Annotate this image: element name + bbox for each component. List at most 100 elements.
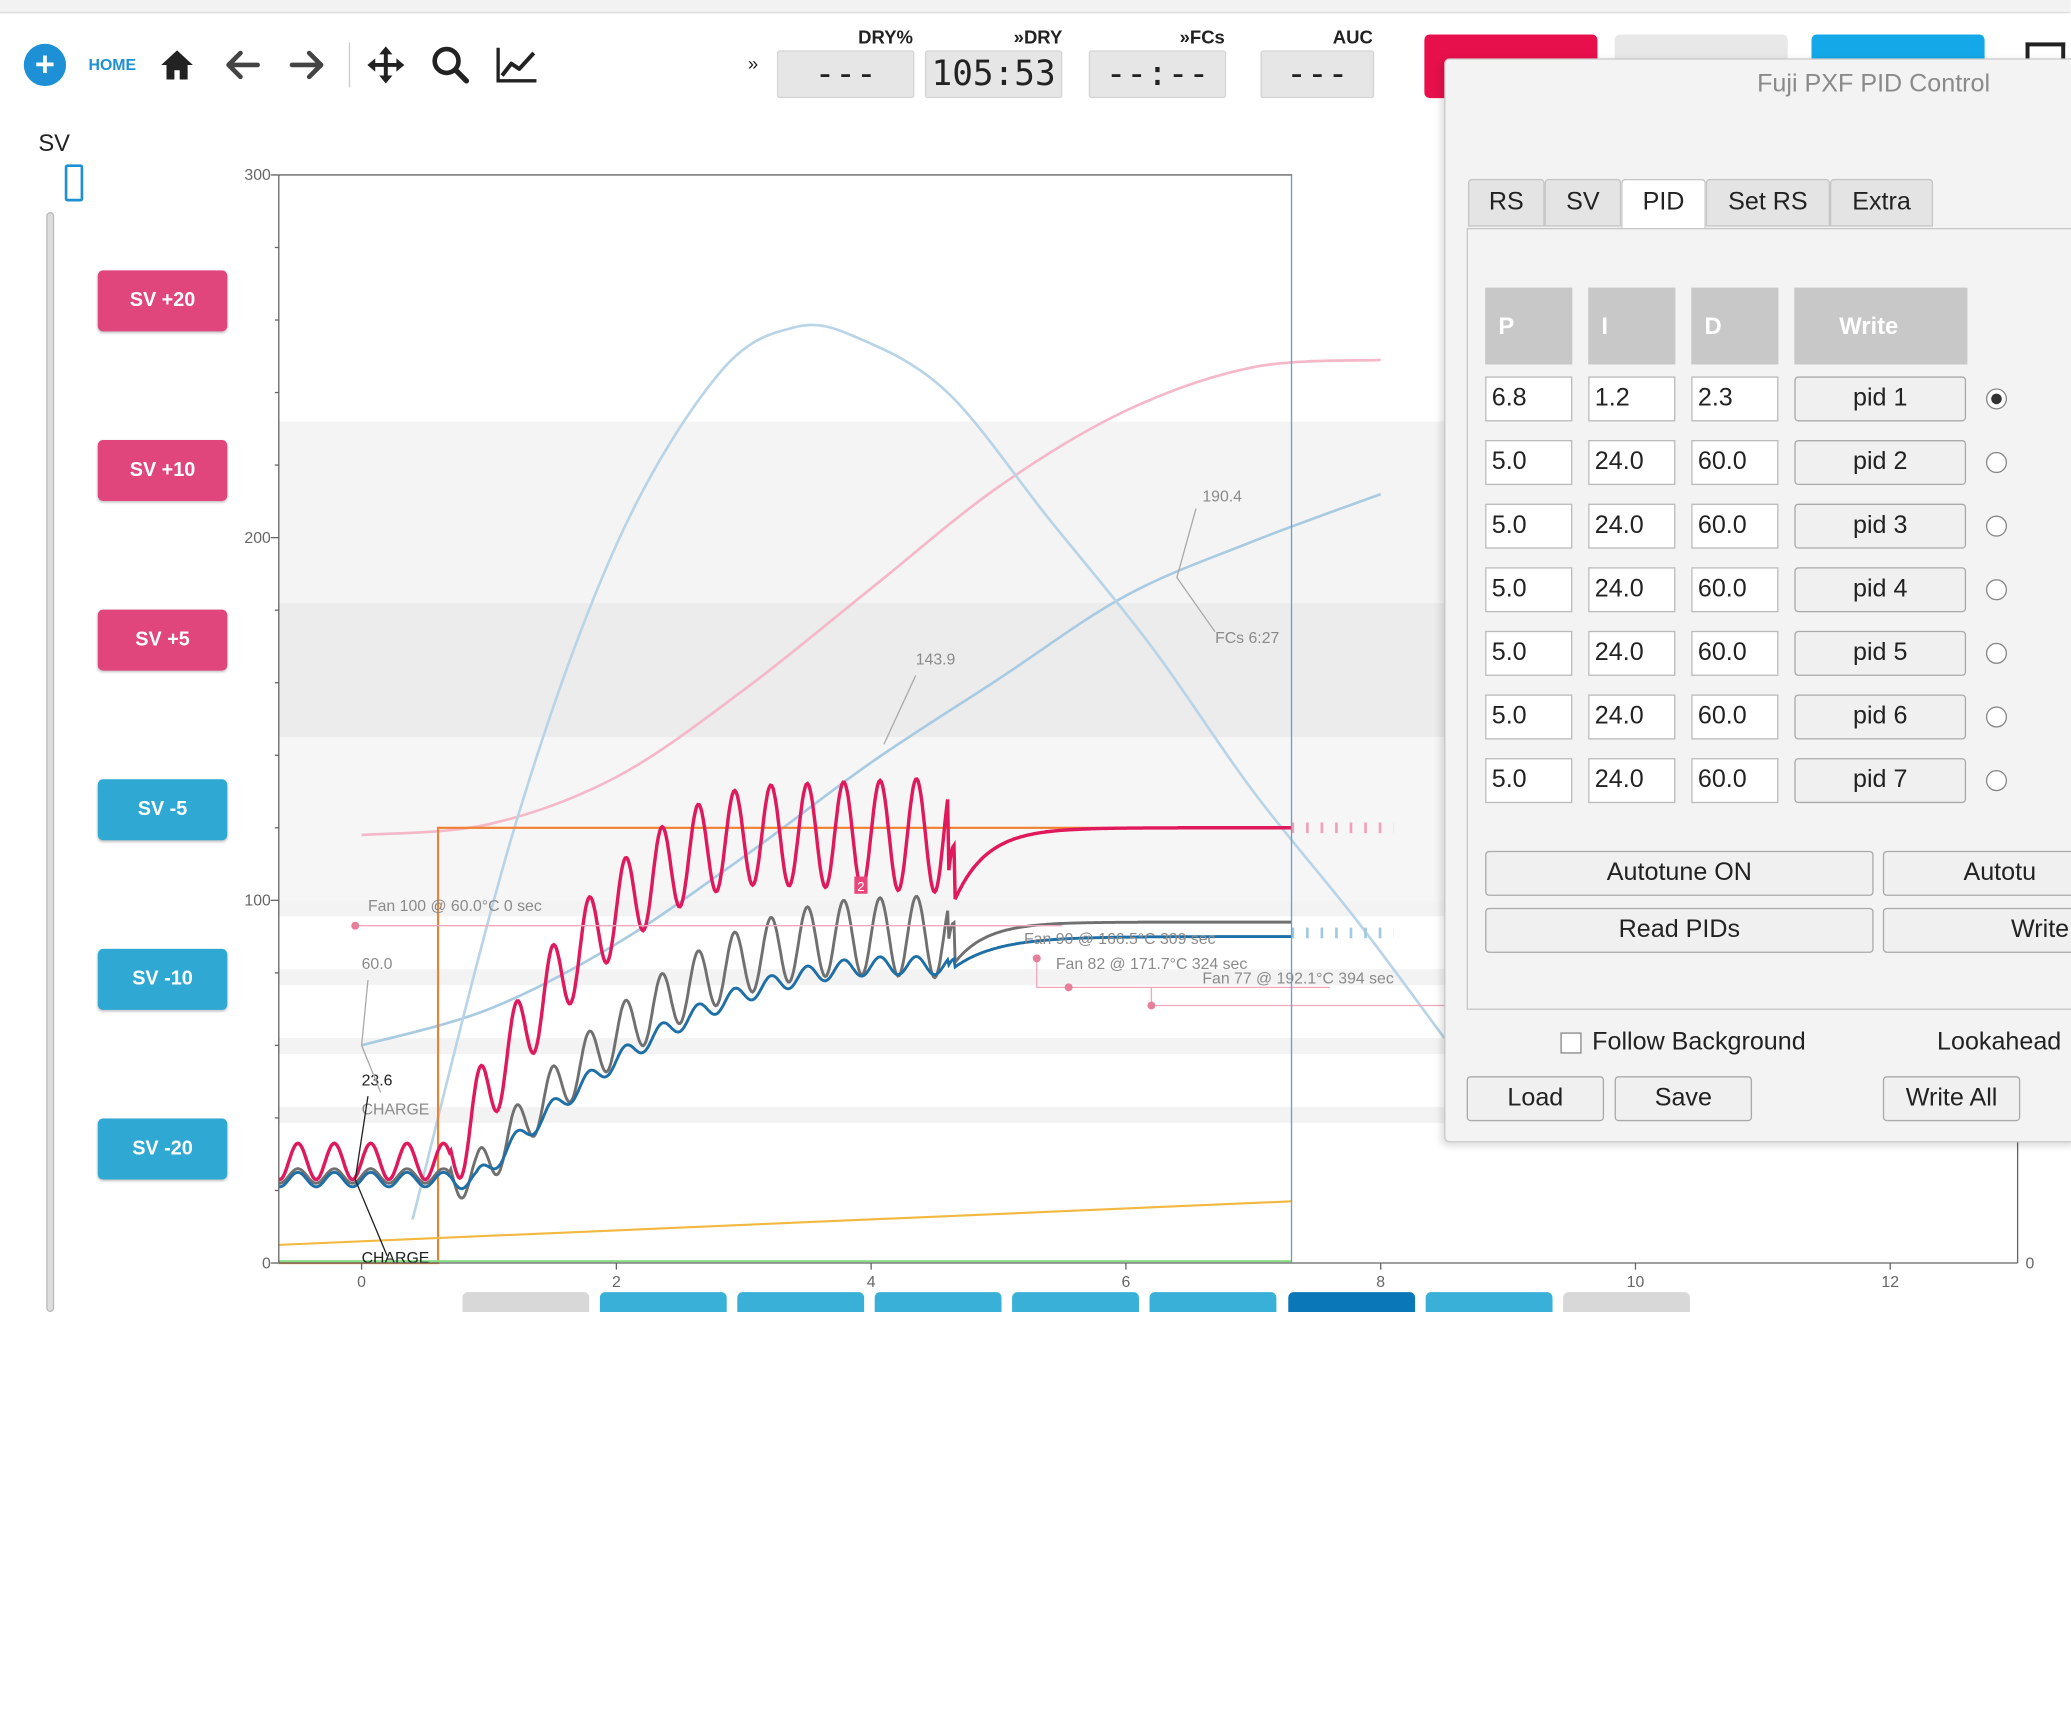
write-pid-button[interactable]: pid 6 — [1794, 694, 1967, 740]
p-value-field[interactable]: 6.8 — [1485, 376, 1573, 422]
i-value-field[interactable]: 1.2 — [1588, 376, 1676, 422]
i-value-field[interactable]: 24.0 — [1588, 439, 1676, 486]
i-value-field[interactable]: 24.0 — [1588, 694, 1676, 740]
lcd-dry: 105:53 — [924, 50, 1063, 99]
pid-select-radio[interactable] — [1985, 451, 2008, 474]
event-button-6[interactable] — [1149, 1292, 1277, 1313]
home-icon[interactable] — [159, 48, 196, 82]
chart-annotation: Fan 77 @ 192.1°C 394 sec — [1202, 971, 1394, 988]
p-value-field[interactable]: 5.0 — [1485, 567, 1573, 613]
event-marker-box — [854, 876, 868, 894]
write-pids-button[interactable]: Write — [1882, 907, 2071, 953]
y-tick-label: 300 — [244, 167, 271, 184]
d-value-field[interactable]: 60.0 — [1691, 758, 1779, 804]
event-button-3[interactable] — [737, 1292, 865, 1313]
sv-minus-10-button[interactable]: SV -10 — [97, 948, 228, 1010]
x-tick-label: 6 — [1122, 1274, 1131, 1291]
event-button-2[interactable] — [599, 1292, 727, 1313]
sv-slider[interactable] — [46, 212, 55, 1313]
arrow-right-icon[interactable] — [288, 48, 325, 82]
write-pid-button[interactable]: pid 4 — [1794, 567, 1967, 613]
x-tick-label: 4 — [867, 1274, 876, 1291]
fan-event-dot — [1032, 954, 1041, 963]
pid-select-radio[interactable] — [1985, 388, 2008, 410]
fan-event-line — [1150, 987, 1445, 1007]
series-bt_smooth — [361, 492, 1382, 1047]
y-tick-label: 0 — [262, 1255, 271, 1272]
x-tick-label: 2 — [612, 1274, 621, 1291]
pid-select-radio[interactable] — [1985, 642, 2008, 664]
follow-background-checkbox[interactable] — [1560, 1032, 1582, 1054]
event-button-8[interactable] — [1425, 1292, 1553, 1313]
pid-select-radio[interactable] — [1985, 769, 2008, 792]
i-value-field[interactable]: 24.0 — [1588, 503, 1676, 549]
write-pid-button[interactable]: pid 5 — [1794, 630, 1967, 676]
series-blue-oscillation — [278, 935, 1292, 1191]
read-pids-button[interactable]: Read PIDs — [1485, 907, 1874, 953]
lcd-label-dry-pct: DRY% — [858, 26, 914, 48]
p-value-field[interactable]: 5.0 — [1485, 503, 1573, 549]
lcd-label-fcs: »FCs — [1179, 26, 1225, 48]
sv-minus-5-button[interactable]: SV -5 — [97, 779, 228, 841]
chart-icon[interactable] — [494, 45, 539, 85]
event-button-1[interactable] — [462, 1292, 590, 1313]
sv-minus-20-button[interactable]: SV -20 — [97, 1118, 228, 1180]
i-value-field[interactable]: 24.0 — [1588, 567, 1676, 613]
lcd-auc: --- — [1260, 50, 1375, 99]
tab-rs[interactable]: RS — [1467, 178, 1545, 227]
p-value-field[interactable]: 5.0 — [1485, 439, 1573, 486]
arrow-left-icon[interactable] — [225, 48, 262, 82]
sv-label: SV — [38, 129, 71, 157]
write-pid-button[interactable]: pid 1 — [1794, 376, 1967, 422]
pid-select-radio[interactable] — [1985, 706, 2008, 728]
write-pid-button[interactable]: pid 2 — [1794, 439, 1967, 486]
p-value-field[interactable]: 5.0 — [1485, 694, 1573, 740]
plus-icon[interactable]: + — [23, 43, 67, 87]
lcd-label-dry: »DRY — [1013, 26, 1063, 48]
d-value-field[interactable]: 60.0 — [1691, 630, 1779, 676]
event-button-9[interactable] — [1563, 1292, 1690, 1313]
tab-sv[interactable]: SV — [1544, 178, 1622, 227]
tab-set-rs[interactable]: Set RS — [1705, 178, 1831, 227]
i-value-field[interactable]: 24.0 — [1588, 758, 1676, 804]
i-value-field[interactable]: 24.0 — [1588, 630, 1676, 676]
write-all-button[interactable]: Write All — [1882, 1076, 2021, 1122]
d-value-field[interactable]: 60.0 — [1691, 503, 1779, 549]
p-value-field[interactable]: 5.0 — [1485, 758, 1573, 804]
sv-plus-5-button[interactable]: SV +5 — [97, 609, 228, 671]
search-icon[interactable] — [431, 45, 471, 85]
write-pid-button[interactable]: pid 3 — [1794, 503, 1967, 549]
d-value-field[interactable]: 60.0 — [1691, 439, 1779, 486]
event-button-4[interactable] — [874, 1292, 1002, 1313]
sv-plus-20-button[interactable]: SV +20 — [97, 270, 228, 332]
event-button-5[interactable] — [1012, 1292, 1139, 1313]
move-icon[interactable] — [365, 44, 407, 86]
y-tick-label: 200 — [244, 530, 271, 547]
series-pink-oscillation — [278, 777, 1292, 1182]
autotune-on-button[interactable]: Autotune ON — [1485, 850, 1874, 896]
d-value-field[interactable]: 60.0 — [1691, 694, 1779, 740]
event-button-7[interactable] — [1288, 1292, 1416, 1313]
save-button[interactable]: Save — [1614, 1076, 1753, 1122]
load-button[interactable]: Load — [1466, 1076, 1605, 1122]
autotune-off-button[interactable]: Autotu — [1882, 850, 2071, 896]
p-value-field[interactable]: 5.0 — [1485, 630, 1573, 676]
series-gray-oscillation — [278, 894, 1292, 1200]
lcd-toggle-icon[interactable] — [2025, 42, 2066, 61]
pid-select-radio[interactable] — [1985, 515, 2008, 537]
d-value-field[interactable]: 2.3 — [1691, 376, 1779, 422]
write-pid-button[interactable]: pid 7 — [1794, 758, 1967, 804]
tab-pid[interactable]: PID — [1621, 178, 1706, 230]
lcd-more-chevron[interactable]: » — [747, 53, 759, 75]
fan-event-dot — [1064, 983, 1073, 992]
column-header-i: I — [1588, 287, 1676, 365]
series-ror_bell — [411, 323, 1446, 1220]
pid-select-radio[interactable] — [1985, 579, 2008, 601]
series-et_smooth — [361, 358, 1381, 837]
annotation-leader — [883, 675, 917, 745]
home-button[interactable]: HOME — [88, 55, 137, 75]
sv-plus-10-button[interactable]: SV +10 — [97, 439, 228, 501]
tab-extra[interactable]: Extra — [1830, 178, 1934, 227]
column-header-p: P — [1485, 287, 1573, 365]
d-value-field[interactable]: 60.0 — [1691, 567, 1779, 613]
